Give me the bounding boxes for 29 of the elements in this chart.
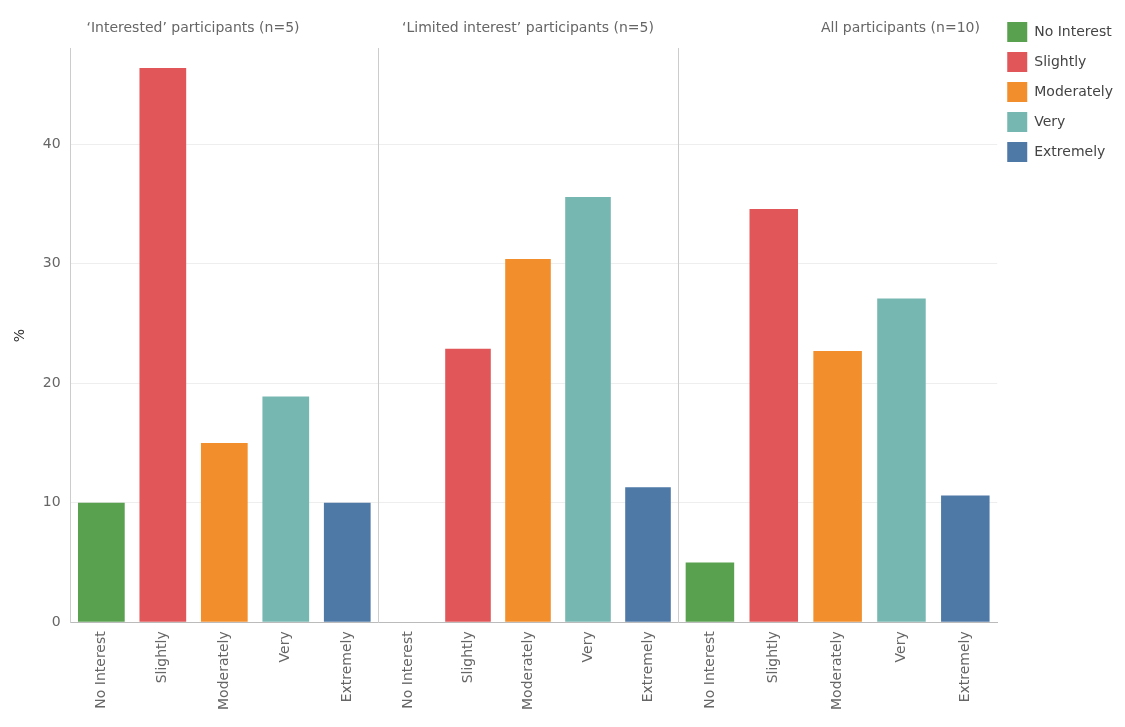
chart-title: All participants (n=10) <box>821 19 980 36</box>
x-tick-label: Extremely <box>337 631 354 703</box>
chart-title: ‘Interested’ participants (n=5) <box>86 19 300 36</box>
y-axis-title: % <box>11 328 28 343</box>
x-tick-label: Slightly <box>764 631 781 684</box>
legend-label: Extremely <box>1034 142 1106 159</box>
x-tick-label: No Interest <box>91 630 108 709</box>
y-tick-label: 0 <box>51 612 61 629</box>
legend-label: No Interest <box>1034 22 1113 39</box>
y-tick-label: 20 <box>42 373 61 390</box>
legend-label: Very <box>1034 112 1066 129</box>
legend-label: Slightly <box>1034 52 1087 69</box>
x-tick-label: Extremely <box>955 631 972 703</box>
y-tick-label: 40 <box>42 135 61 152</box>
x-tick-label: No Interest <box>398 630 415 709</box>
x-tick-label: Moderately <box>518 631 535 711</box>
y-tick-label: 10 <box>42 493 61 510</box>
y-tick-label: 30 <box>42 254 61 271</box>
legend-label: Moderately <box>1034 82 1114 99</box>
x-tick-label: Moderately <box>214 631 231 711</box>
x-tick-label: No Interest <box>700 630 717 709</box>
x-tick-label: Moderately <box>828 631 845 711</box>
x-tick-label: Extremely <box>638 631 655 703</box>
chart-title: ‘Limited interest’ participants (n=5) <box>402 19 654 36</box>
x-tick-label: Very <box>892 631 909 663</box>
x-tick-label: Very <box>276 631 293 663</box>
x-tick-label: Slightly <box>458 631 475 684</box>
x-tick-label: Very <box>578 631 595 663</box>
x-tick-label: Slightly <box>153 631 170 684</box>
